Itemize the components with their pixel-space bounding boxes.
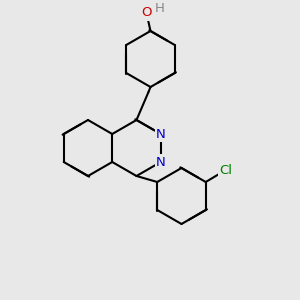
Text: N: N [156, 155, 166, 169]
Text: N: N [156, 128, 166, 140]
Text: Cl: Cl [219, 164, 232, 176]
Text: H: H [154, 2, 164, 16]
Text: O: O [141, 7, 152, 20]
